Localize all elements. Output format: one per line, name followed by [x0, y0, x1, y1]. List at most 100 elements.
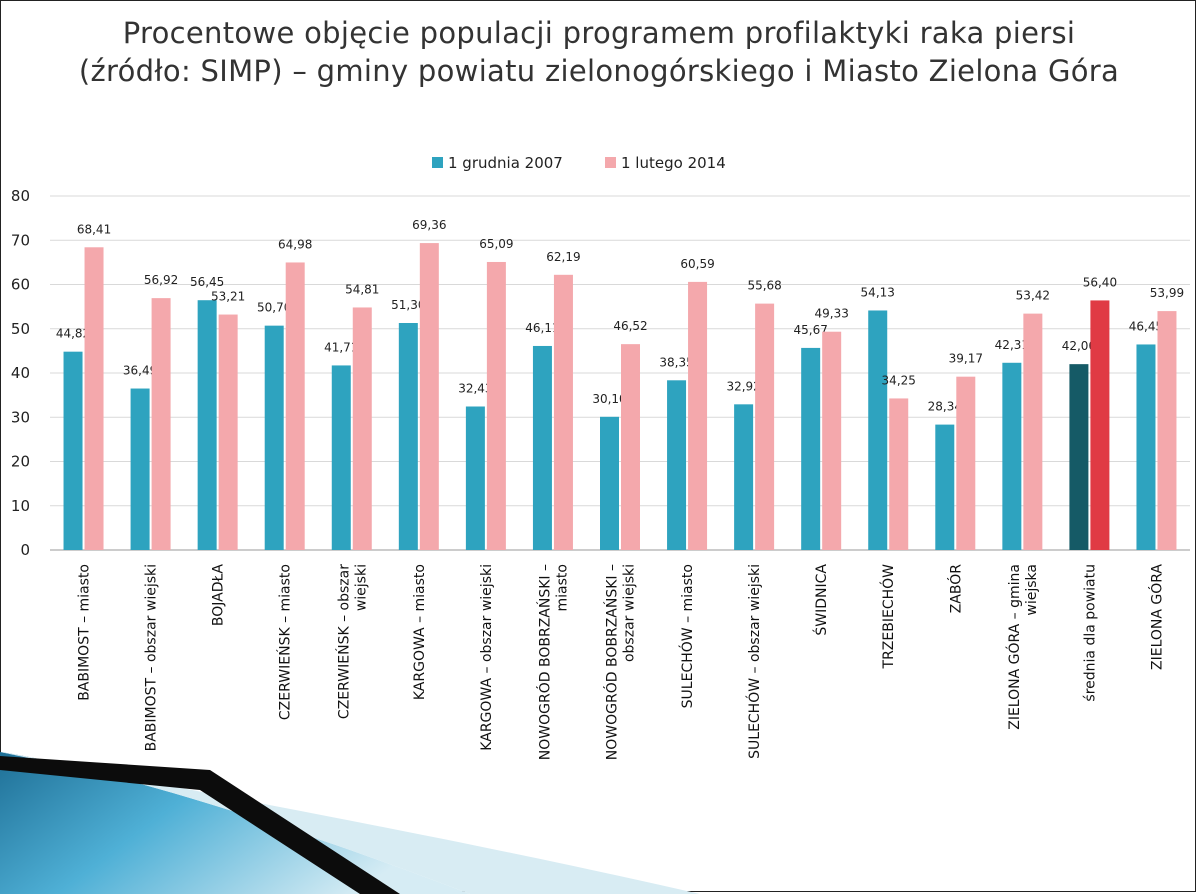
legend-label: 1 lutego 2014 — [621, 154, 726, 172]
y-tick-label: 50 — [11, 320, 30, 338]
bar — [688, 281, 708, 550]
data-label: 41,71 — [324, 340, 358, 354]
data-label: 56,45 — [190, 275, 224, 289]
bar — [151, 298, 171, 550]
data-label: 49,33 — [814, 307, 848, 321]
category-label: NOWOGRÓD BOBRZAŃSKI – — [535, 564, 553, 760]
y-tick-label: 0 — [20, 541, 30, 559]
data-label: 28,34 — [928, 400, 962, 414]
bar — [1136, 344, 1156, 550]
data-label: 42,00 — [1062, 339, 1096, 353]
chart-legend: 1 grudnia 2007 1 lutego 2014 — [432, 154, 726, 172]
data-label: 46,11 — [525, 321, 559, 335]
chart-title-line-1: Procentowe objęcie populacji programem p… — [122, 16, 1076, 50]
bar — [84, 247, 104, 550]
category-label: SULECHÓW – obszar wiejski — [745, 564, 763, 759]
category-label: ŚWIDNICA — [812, 564, 830, 636]
bar — [734, 404, 754, 550]
category-label: wiejski — [353, 564, 369, 611]
data-label: 53,21 — [211, 290, 245, 304]
bar — [553, 274, 573, 550]
y-tick-label: 40 — [11, 364, 30, 382]
bar — [532, 345, 552, 550]
bar — [935, 424, 955, 550]
category-label: BOJADŁA — [211, 564, 227, 626]
y-tick-label: 20 — [11, 453, 30, 471]
corner-decoration — [0, 752, 700, 894]
x-axis-labels: BABIMOST – miasto BABIMOST – obszar wiejs… — [77, 564, 1166, 761]
bar — [398, 322, 418, 550]
chart-title: Procentowe objęcie populacji programem p… — [0, 14, 1198, 90]
bar — [264, 325, 284, 550]
bar — [755, 303, 775, 550]
bar — [600, 416, 619, 550]
bar — [218, 314, 238, 550]
data-label: 42,31 — [995, 338, 1029, 352]
bar — [352, 307, 372, 550]
bar — [822, 331, 842, 550]
bar — [1090, 300, 1110, 550]
category-label: NOWOGRÓD BOBRZAŃSKI – — [603, 564, 621, 760]
legend-label: 1 grudnia 2007 — [448, 154, 563, 172]
bar — [889, 398, 909, 550]
category-label: CZERWIEŃSK – obszar — [334, 564, 352, 719]
bar — [868, 310, 888, 550]
data-label: 39,17 — [949, 352, 983, 366]
data-label: 38,35 — [659, 355, 693, 369]
bar — [956, 376, 976, 550]
bar — [285, 262, 305, 550]
y-tick-label: 30 — [11, 408, 30, 426]
data-label: 32,92 — [726, 379, 760, 393]
data-label: 65,09 — [479, 237, 513, 251]
legend-swatch — [605, 157, 616, 168]
legend-swatch — [432, 157, 443, 168]
data-label: 54,81 — [345, 282, 379, 296]
y-tick-label: 10 — [11, 497, 30, 515]
category-label: średnia dla powiatu — [1082, 564, 1098, 702]
data-label: 56,40 — [1083, 275, 1117, 289]
y-tick-label: 80 — [11, 187, 30, 205]
bar — [1002, 362, 1022, 550]
bar — [130, 388, 150, 550]
bar — [1069, 364, 1089, 550]
data-label: 69,36 — [412, 218, 446, 232]
category-label: TRZEBIECHÓW — [879, 564, 897, 670]
data-label: 34,25 — [882, 373, 916, 387]
category-label: BABIMOST – miasto — [77, 564, 93, 701]
category-label: KARGOWA – obszar wiejski — [479, 564, 495, 751]
data-label: 56,92 — [144, 273, 178, 287]
data-label: 50,70 — [257, 301, 291, 315]
data-label: 64,98 — [278, 237, 312, 251]
bar — [486, 261, 506, 550]
data-label: 32,43 — [458, 381, 492, 395]
data-label: 54,13 — [861, 285, 895, 299]
category-label: obszar wiejski — [622, 564, 638, 662]
category-label: ZIELONA GÓRA — [1147, 564, 1165, 670]
chart-title-line-2: (źródło: SIMP) – gminy powiatu zielonogó… — [78, 54, 1120, 88]
category-label: ZIELONA GÓRA – gmina — [1005, 564, 1023, 730]
data-label: 53,42 — [1016, 289, 1050, 303]
category-label: SULECHÓW – miasto — [678, 564, 696, 708]
bar — [801, 347, 821, 550]
bar — [331, 365, 351, 550]
y-axis: 0 10 20 30 40 50 60 70 80 — [11, 187, 30, 559]
data-label: 45,67 — [793, 323, 827, 337]
data-label: 68,41 — [77, 222, 111, 236]
bar — [419, 243, 439, 550]
data-label: 46,52 — [613, 319, 647, 333]
category-label: ZABÓR — [946, 564, 964, 614]
bar — [197, 300, 217, 550]
data-label: 55,68 — [747, 279, 781, 293]
data-label: 60,59 — [680, 257, 714, 271]
data-label: 46,45 — [1129, 319, 1163, 333]
data-label: 53,99 — [1150, 286, 1184, 300]
category-label: CZERWIEŃSK – miasto — [276, 564, 294, 720]
data-label: 30,10 — [592, 392, 626, 406]
category-label: KARGOWA – miasto — [412, 564, 428, 700]
data-label: 51,30 — [391, 298, 425, 312]
data-label: 44,82 — [56, 327, 90, 341]
y-tick-label: 70 — [11, 231, 30, 249]
data-label: 36,49 — [123, 364, 157, 378]
